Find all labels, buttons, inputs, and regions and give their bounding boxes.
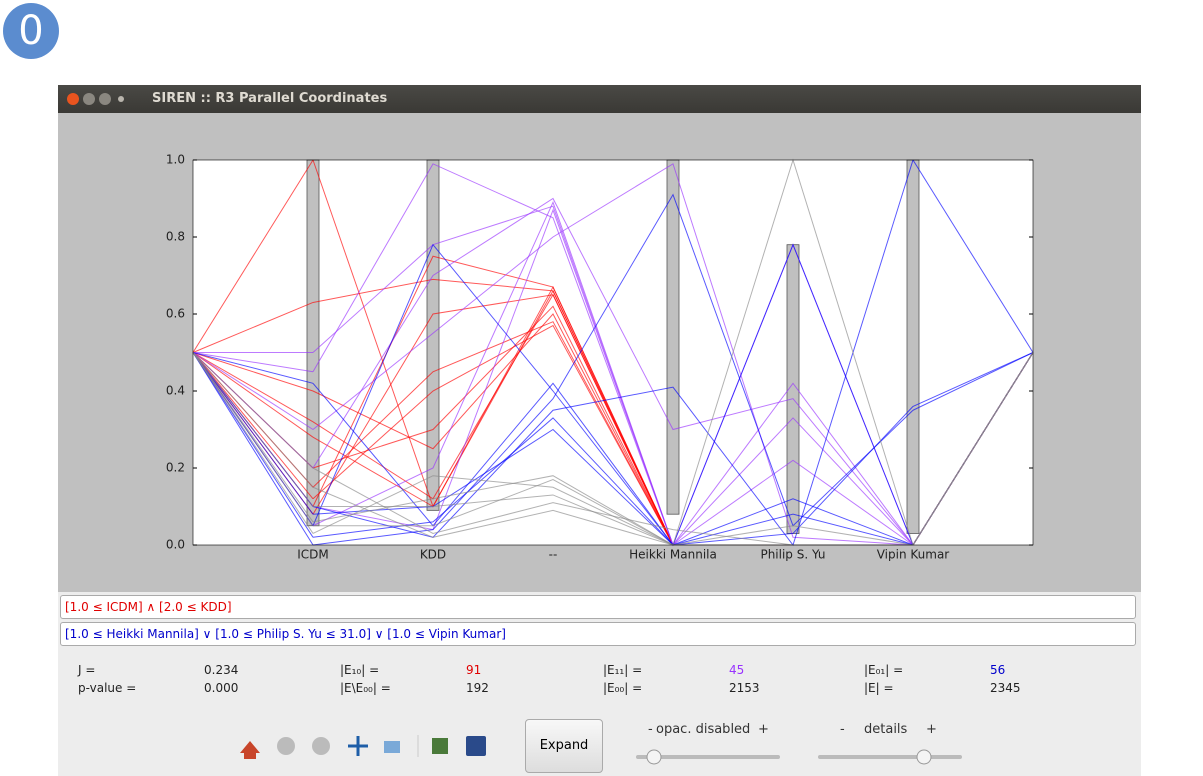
- axis-range: [666, 159, 680, 515]
- toolbar[interactable]: [236, 733, 496, 759]
- details-plus[interactable]: +: [926, 722, 937, 737]
- stat-value: 45: [729, 663, 745, 677]
- line-start: [192, 352, 314, 488]
- details-slider[interactable]: [816, 747, 966, 767]
- chart-area: 0.0 0.2 0.4 0.6 0.8 1.0 ICDM KDD -- Heikki Mannil…: [58, 113, 1141, 592]
- data-line: [312, 475, 914, 546]
- window-title: SIREN :: R3 Parallel Coordinates: [152, 91, 388, 106]
- line-start: [192, 352, 314, 423]
- data-line: [312, 163, 914, 546]
- line-start: [192, 159, 314, 353]
- stat-label: |E₁₀| =: [340, 663, 380, 677]
- query-left[interactable]: [1.0 ≤ ICDM] ∧ [2.0 ≤ KDD]: [60, 595, 1136, 619]
- opacity-plus[interactable]: +: [758, 722, 769, 737]
- stat-value: 56: [990, 663, 1006, 677]
- line-start: [192, 352, 314, 438]
- axis-label: KDD: [420, 548, 446, 562]
- stat-label: J =: [78, 663, 96, 677]
- data-line: [312, 382, 914, 546]
- y-tick-label: 0.8: [166, 230, 185, 244]
- window-buttons[interactable]: [66, 92, 142, 106]
- line-start: [192, 352, 314, 392]
- chart: 0.0 0.2 0.4 0.6 0.8 1.0 ICDM KDD -- Heikki Mannil…: [166, 153, 1034, 562]
- data-line: [312, 197, 914, 546]
- axis-range: [906, 159, 920, 534]
- y-tick-label: 0.0: [166, 538, 185, 552]
- axis-label: Vipin Kumar: [877, 548, 950, 562]
- line-start: [192, 352, 314, 534]
- details-minus[interactable]: -: [840, 722, 845, 737]
- title-bar: SIREN :: R3 Parallel Coordinates: [58, 85, 1141, 113]
- line-start: [192, 301, 314, 353]
- stat-label: |E₀₀| =: [603, 681, 643, 695]
- stat-label: |E| =: [864, 681, 894, 695]
- axis-label: --: [549, 548, 558, 562]
- line-end: [912, 352, 1034, 546]
- query-right[interactable]: [1.0 ≤ Heikki Mannila] ∨ [1.0 ≤ Philip S…: [60, 622, 1136, 646]
- line-end: [912, 352, 1034, 411]
- line-start: [192, 352, 314, 469]
- expand-button[interactable]: Expand: [525, 719, 603, 773]
- line-start: [192, 352, 314, 515]
- data-line: [312, 243, 914, 546]
- badge: 0: [3, 3, 59, 59]
- data-line: [312, 406, 914, 546]
- data-line: [312, 201, 914, 546]
- y-tick-label: 1.0: [166, 153, 185, 167]
- stat-label: |E₁₁| =: [603, 663, 643, 677]
- stat-value: 0.000: [204, 681, 239, 695]
- stat-label: p-value =: [78, 681, 137, 695]
- line-end: [912, 159, 1034, 353]
- stat-value: 2153: [729, 681, 760, 695]
- axis-label: ICDM: [297, 548, 329, 562]
- stat-value: 2345: [990, 681, 1021, 695]
- stat-label: |E\E₀₀| =: [340, 681, 391, 695]
- window: SIREN :: R3 Parallel Coordinates 0.0 0.2 0…: [58, 85, 1141, 776]
- opacity-minus[interactable]: -: [648, 722, 653, 737]
- opacity-label: opac. disabled: [656, 722, 751, 737]
- line-start: [192, 352, 314, 384]
- stat-value: 91: [466, 663, 482, 677]
- data-line: [312, 163, 914, 547]
- plot-frame: [192, 159, 1034, 546]
- y-tick-label: 0.4: [166, 384, 185, 398]
- data-line: [312, 205, 914, 546]
- stat-value: 192: [466, 681, 489, 695]
- stat-value: 0.234: [204, 663, 239, 677]
- y-tick-label: 0.6: [166, 307, 185, 321]
- line-start: [192, 352, 314, 546]
- line-start: [192, 352, 314, 500]
- data-line: [312, 159, 914, 547]
- axis-range: [306, 159, 320, 527]
- stat-label: |E₀₁| =: [864, 663, 904, 677]
- line-start: [192, 352, 314, 507]
- y-tick-label: 0.2: [166, 461, 185, 475]
- axis-label: Philip S. Yu: [760, 548, 825, 562]
- opacity-slider[interactable]: [634, 747, 784, 767]
- line-end: [912, 352, 1034, 407]
- line-start: [192, 352, 314, 373]
- axis-label: Heikki Mannila: [629, 548, 717, 562]
- data-line: [313, 158, 914, 546]
- details-label: details: [864, 722, 908, 737]
- line-start: [192, 352, 314, 523]
- line-start: [192, 352, 314, 430]
- data-line: [312, 243, 914, 546]
- stats: J = 0.234 p-value = 0.000 |E₁₀| = 91 |E\E₀₀| =…: [58, 663, 1141, 703]
